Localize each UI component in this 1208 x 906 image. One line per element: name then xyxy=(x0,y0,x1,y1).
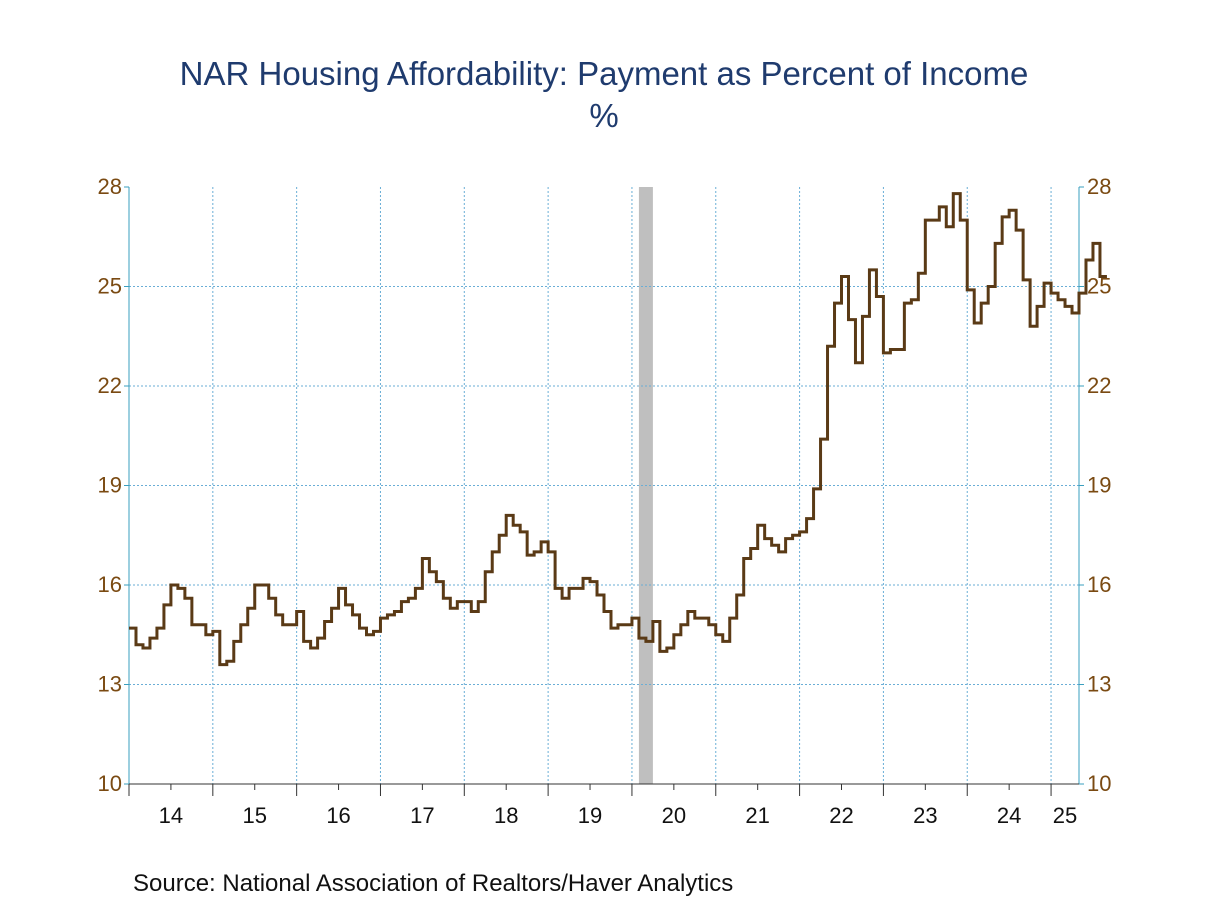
y-tick-label-right: 19 xyxy=(1087,473,1111,498)
x-tick-label: 20 xyxy=(662,803,686,828)
x-tick-label: 19 xyxy=(578,803,602,828)
y-tick-label-left: 22 xyxy=(98,373,122,398)
x-tick-label: 24 xyxy=(997,803,1021,828)
x-tick-label: 16 xyxy=(326,803,350,828)
y-tick-label-left: 16 xyxy=(98,572,122,597)
chart-subtitle: % xyxy=(589,97,619,134)
x-tick-label: 21 xyxy=(745,803,769,828)
x-tick-label: 14 xyxy=(159,803,183,828)
y-tick-label-right: 13 xyxy=(1087,672,1111,697)
y-tick-label-right: 22 xyxy=(1087,373,1111,398)
x-tick-label: 17 xyxy=(410,803,434,828)
y-tick-label-left: 28 xyxy=(98,174,122,199)
y-tick-label-left: 25 xyxy=(98,274,122,299)
x-tick-label: 15 xyxy=(242,803,266,828)
grid-layer xyxy=(129,187,1079,784)
x-tick-label: 23 xyxy=(913,803,937,828)
y-tick-label-right: 16 xyxy=(1087,572,1111,597)
source-note: Source: National Association of Realtors… xyxy=(133,870,734,897)
y-tick-label-left: 13 xyxy=(98,672,122,697)
y-tick-label-right: 28 xyxy=(1087,174,1111,199)
chart-title: NAR Housing Affordability: Payment as Pe… xyxy=(179,55,1029,92)
axes-layer: 10 10 13 13 16 16 19 19 22 22 25 25 28 28 14 15 16 17 18 19… xyxy=(98,174,1112,828)
x-tick-label: 22 xyxy=(829,803,853,828)
x-tick-label: 18 xyxy=(494,803,518,828)
series-line-0 xyxy=(129,192,1107,667)
y-tick-label-right: 10 xyxy=(1087,771,1111,796)
series-layer xyxy=(129,192,1107,667)
y-tick-label-left: 19 xyxy=(98,473,122,498)
x-tick-label: 25 xyxy=(1053,803,1077,828)
y-tick-label-left: 10 xyxy=(98,771,122,796)
